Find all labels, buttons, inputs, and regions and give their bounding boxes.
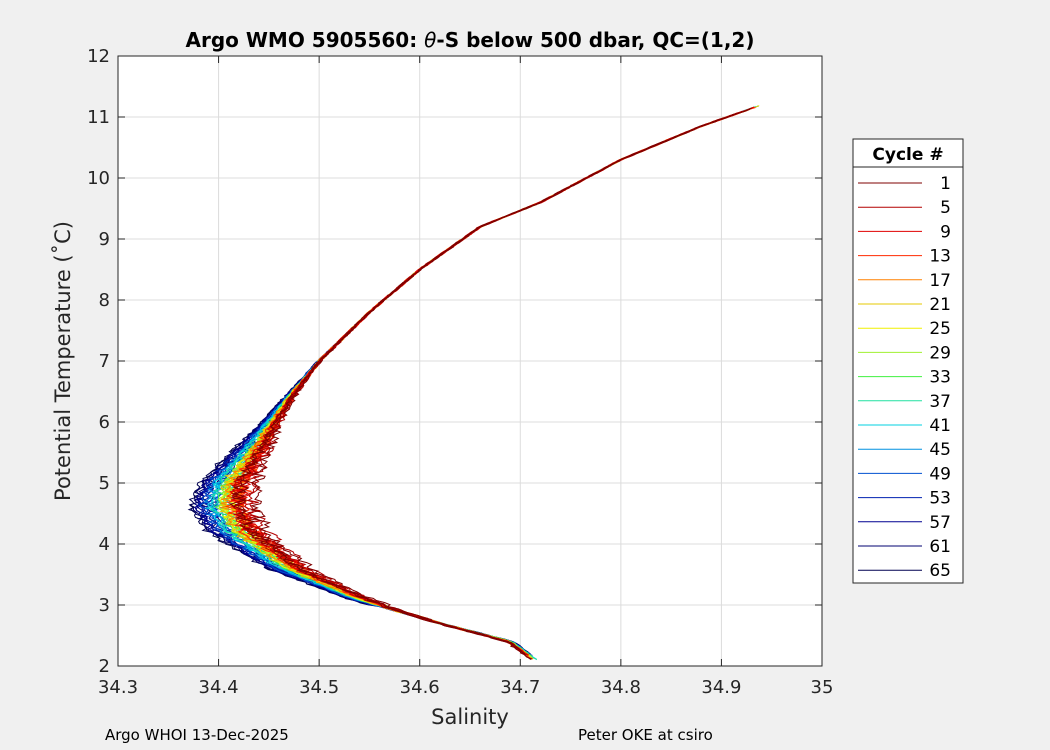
legend-label: 13 xyxy=(929,247,951,267)
y-tick-label: 2 xyxy=(99,656,110,677)
y-tick-label: 5 xyxy=(99,473,110,494)
legend-label: 65 xyxy=(929,561,951,581)
x-tick-label: 34.7 xyxy=(500,677,540,698)
legend-label: 1 xyxy=(940,174,951,194)
x-tick-label: 34.3 xyxy=(98,677,138,698)
y-tick-label: 11 xyxy=(87,107,110,128)
y-tick-label: 3 xyxy=(99,595,110,616)
legend-label: 17 xyxy=(929,271,951,291)
legend-label: 57 xyxy=(929,513,951,533)
legend-label: 61 xyxy=(929,537,951,557)
x-tick-label: 34.8 xyxy=(601,677,641,698)
y-tick-label: 12 xyxy=(87,46,110,67)
y-tick-label: 4 xyxy=(99,534,110,555)
footer-right: Peter OKE at csiro xyxy=(578,726,713,744)
y-axis-label: Potential Temperature (˚C) xyxy=(51,221,75,501)
x-tick-label: 34.9 xyxy=(701,677,741,698)
legend-label: 33 xyxy=(929,368,951,388)
legend-label: 9 xyxy=(940,222,951,242)
legend: Cycle # 1 5 9 13 17 21 25 29 33 37 41 45 49 53 57 61 65 xyxy=(852,138,964,584)
x-axis-ticks: 34.3 34.4 34.5 34.6 34.7 34.8 34.9 35 xyxy=(98,56,833,698)
legend-label: 37 xyxy=(929,392,951,412)
chart-title: Argo WMO 5905560: θ-S below 500 dbar, QC… xyxy=(186,28,755,52)
legend-label: 45 xyxy=(929,440,951,460)
profile-cycle-1 xyxy=(229,113,736,661)
y-tick-label: 7 xyxy=(99,351,110,372)
y-tick-label: 8 xyxy=(99,290,110,311)
y-axis-ticks: 2 3 4 5 6 7 8 9 10 11 12 xyxy=(87,46,822,677)
x-tick-label: 35 xyxy=(811,677,834,698)
legend-label: 25 xyxy=(929,319,951,339)
legend-title: Cycle # xyxy=(872,145,943,165)
x-tick-label: 34.6 xyxy=(400,677,440,698)
legend-items: 1 5 9 13 17 21 25 29 33 37 41 45 49 53 57 61 65 xyxy=(858,174,951,581)
legend-label: 5 xyxy=(940,198,951,218)
x-axis-label: Salinity xyxy=(431,705,509,729)
profile-cycle-1 xyxy=(234,108,751,660)
x-tick-label: 34.5 xyxy=(299,677,339,698)
y-tick-label: 6 xyxy=(99,412,110,433)
x-tick-label: 34.4 xyxy=(199,677,239,698)
legend-label: 41 xyxy=(929,416,951,436)
legend-label: 21 xyxy=(929,295,951,315)
ts-profiles xyxy=(187,105,760,661)
footer-left: Argo WHOI 13-Dec-2025 xyxy=(105,726,289,744)
legend-label: 53 xyxy=(929,489,951,509)
legend-box xyxy=(852,138,964,584)
y-tick-label: 10 xyxy=(87,168,110,189)
legend-label: 49 xyxy=(929,464,951,484)
legend-label: 29 xyxy=(929,343,951,363)
y-tick-label: 9 xyxy=(99,229,110,250)
